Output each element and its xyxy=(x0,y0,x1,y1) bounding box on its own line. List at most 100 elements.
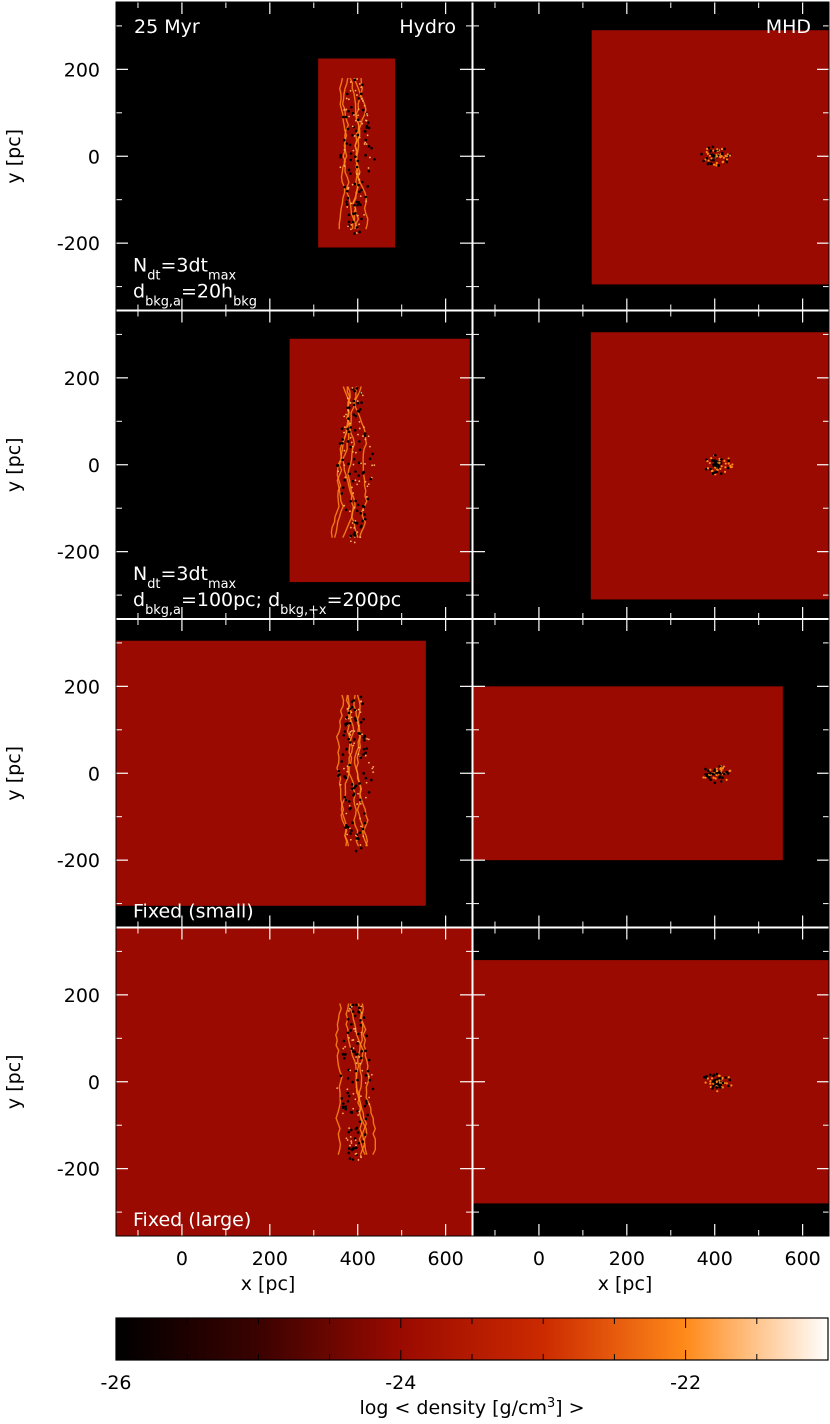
gas-clump xyxy=(347,462,350,466)
gas-clump xyxy=(349,81,352,83)
gas-clump xyxy=(367,483,370,486)
gas-clump xyxy=(358,83,361,85)
gas-clump xyxy=(715,161,718,165)
figure-frame xyxy=(115,1,830,1237)
gas-clump xyxy=(350,711,353,714)
gas-clump xyxy=(718,775,722,778)
gas-clump xyxy=(356,400,359,402)
gas-clump xyxy=(709,768,712,771)
gas-clump xyxy=(358,798,362,802)
gas-clump xyxy=(343,148,346,151)
y-tick-label: 200 xyxy=(64,368,100,390)
gas-clump xyxy=(343,185,346,189)
gas-clump xyxy=(718,457,721,460)
gas-clump xyxy=(357,1141,361,1145)
gas-clump xyxy=(714,462,717,465)
gas-clump xyxy=(347,737,351,741)
gas-clump xyxy=(336,1087,339,1089)
gas-clump xyxy=(357,97,361,100)
gas-clump xyxy=(343,449,346,452)
gas-clump xyxy=(721,1081,725,1085)
gas-clump xyxy=(353,428,357,432)
gas-clump xyxy=(718,461,721,464)
gas-clump xyxy=(348,1157,352,1160)
gas-clump xyxy=(360,1049,363,1053)
gas-clump xyxy=(713,1078,717,1082)
gas-clump xyxy=(352,1039,355,1041)
gas-clump xyxy=(358,724,360,727)
gas-clump xyxy=(364,1117,368,1121)
gas-clump xyxy=(349,436,352,439)
gas-clump xyxy=(340,760,344,763)
gas-clump xyxy=(356,203,359,207)
gas-filament xyxy=(346,694,360,847)
gas-clump xyxy=(354,119,357,122)
gas-clump xyxy=(359,195,362,198)
label-text-segment: =100pc; d xyxy=(181,589,280,611)
gas-clump xyxy=(357,1114,360,1116)
gas-clump xyxy=(351,125,354,128)
gas-clump xyxy=(346,1091,350,1095)
gas-clump xyxy=(343,108,346,111)
gas-clump xyxy=(368,457,372,461)
gas-clump xyxy=(731,463,734,466)
gas-clump xyxy=(356,118,360,122)
gas-clump xyxy=(364,480,367,483)
gas-clump xyxy=(352,403,356,407)
gas-clump xyxy=(707,159,710,162)
gas-clump xyxy=(349,422,352,425)
gas-clump xyxy=(366,485,369,488)
gas-clump xyxy=(372,765,375,768)
gas-clump xyxy=(348,763,351,767)
y-tick-label: 0 xyxy=(88,146,100,168)
gas-clump xyxy=(361,122,364,125)
panel-background xyxy=(116,2,472,311)
gas-clump xyxy=(347,825,350,829)
gas-clump xyxy=(713,454,717,457)
gas-clump xyxy=(363,513,366,516)
gas-clump xyxy=(720,465,723,468)
x-axis-label: x [pc] xyxy=(241,1273,296,1295)
gas-clump xyxy=(708,1073,712,1077)
gas-clump xyxy=(361,180,364,184)
gas-clump xyxy=(719,1083,723,1087)
gas-clump xyxy=(358,1056,361,1058)
gas-clump xyxy=(357,433,359,436)
row-label-4: Fixed (large) xyxy=(133,1209,251,1231)
y-tick-label: 0 xyxy=(88,1072,100,1094)
gas-clump xyxy=(341,441,344,445)
gas-clump xyxy=(354,1003,358,1007)
gas-clump xyxy=(344,115,348,119)
gas-filament xyxy=(353,694,369,847)
gas-clump xyxy=(354,1153,357,1155)
gas-clump xyxy=(355,200,359,204)
gas-clump xyxy=(358,831,362,834)
gas-clump xyxy=(349,426,352,429)
gas-clump xyxy=(341,458,344,462)
gas-clump xyxy=(729,466,732,469)
gas-clump xyxy=(709,778,712,782)
gas-clump xyxy=(343,730,347,733)
gas-clump xyxy=(355,1056,358,1058)
gas-clump xyxy=(361,394,364,397)
gas-clump xyxy=(364,1082,367,1084)
gas-clump xyxy=(357,410,361,413)
gas-clump xyxy=(350,783,354,786)
gas-clump xyxy=(366,1069,370,1073)
gas-clump xyxy=(367,435,370,438)
gas-clump xyxy=(351,1003,355,1007)
label-text-segment: Fixed (large) xyxy=(133,1209,251,1231)
gas-clump xyxy=(355,834,357,837)
label-text-segment: =200pc xyxy=(327,589,402,611)
gas-clump xyxy=(352,699,356,702)
refined-density-region xyxy=(289,338,470,583)
gas-clump xyxy=(355,232,358,234)
gas-clump xyxy=(717,465,721,468)
gas-clump xyxy=(705,156,709,160)
gas-clump xyxy=(353,738,356,741)
gas-clump xyxy=(349,1136,352,1138)
gas-clump xyxy=(356,133,360,137)
gas-clump xyxy=(352,1146,355,1150)
gas-clump xyxy=(356,401,360,405)
gas-clump xyxy=(349,445,352,449)
